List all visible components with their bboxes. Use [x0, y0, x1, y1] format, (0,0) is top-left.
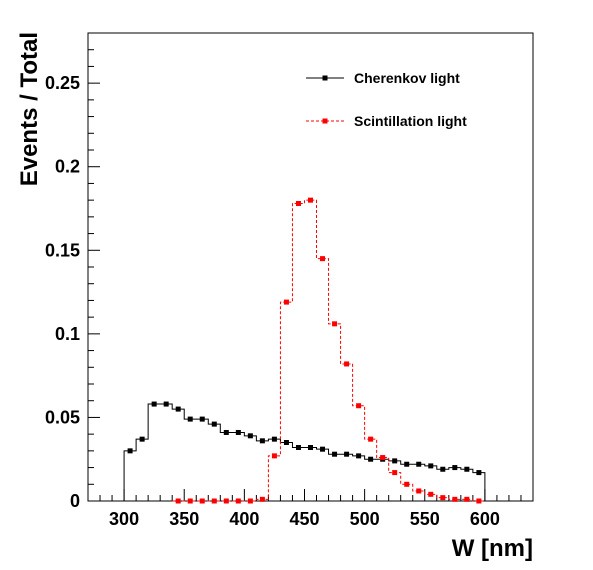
y-tick-label: 0.15	[45, 240, 80, 260]
scintillation-point	[271, 453, 277, 459]
cherenkov-step-line	[123, 403, 486, 501]
scintillation-point	[344, 361, 350, 367]
scintillation-point	[320, 256, 326, 262]
cherenkov-point	[320, 446, 326, 452]
cherenkov-point	[368, 456, 374, 462]
scintillation-point	[308, 197, 313, 203]
scintillation-point	[332, 321, 338, 327]
cherenkov-point	[452, 465, 458, 471]
x-tick-label: 550	[410, 509, 440, 529]
cherenkov-point	[151, 401, 157, 407]
scintillation-point	[392, 470, 398, 476]
axis-ticks-group	[88, 32, 522, 502]
scintillation-point	[356, 403, 362, 409]
scintillation-point	[428, 491, 434, 497]
legend-cherenkov-marker	[322, 75, 328, 81]
scintillation-point	[452, 496, 458, 502]
cherenkov-point	[127, 448, 133, 454]
scintillation-point	[368, 436, 374, 442]
y-axis-title: Events / Total	[16, 32, 43, 186]
x-tick-label: 450	[289, 509, 319, 529]
legend-scintillation-label: Scintillation light	[354, 113, 467, 129]
cherenkov-point	[283, 440, 289, 445]
x-tick-label: 600	[470, 509, 500, 529]
legend-cherenkov-label: Cherenkov light	[354, 70, 460, 86]
tick-labels-group: 300 350 400 450 500 550 600 0 0.05 0.1 0.15 0.2 0.25	[45, 73, 500, 529]
cherenkov-point	[308, 445, 313, 451]
y-tick-label: 0.25	[45, 73, 80, 93]
cherenkov-point	[392, 458, 398, 464]
cherenkov-point	[211, 421, 217, 427]
cherenkov-point	[271, 436, 277, 442]
legend: Cherenkov light Scintillation light	[306, 70, 467, 129]
scintillation-point	[464, 496, 470, 502]
scintillation-point	[380, 455, 386, 461]
y-tick-label: 0.1	[55, 324, 80, 344]
y-tick-label: 0.05	[45, 407, 80, 427]
cherenkov-point	[416, 461, 422, 467]
y-tick-label: 0	[70, 491, 80, 511]
scintillation-point	[476, 498, 482, 504]
cherenkov-point	[199, 416, 205, 422]
cherenkov-point	[464, 466, 470, 472]
cherenkov-point	[163, 401, 169, 407]
cherenkov-point	[440, 466, 446, 472]
cherenkov-point	[295, 445, 301, 451]
scintillation-point	[235, 498, 241, 504]
cherenkov-point	[356, 453, 362, 459]
scintillation-point	[175, 498, 181, 504]
cherenkov-point	[247, 433, 253, 439]
series-group	[123, 197, 486, 504]
scintillation-point	[295, 200, 301, 206]
x-axis-title: W [nm]	[452, 535, 533, 562]
cherenkov-point	[235, 429, 241, 435]
scintillation-point	[211, 498, 217, 504]
legend-scintillation-marker	[322, 118, 328, 124]
cherenkov-point	[187, 416, 193, 422]
x-tick-label: 300	[109, 509, 139, 529]
cherenkov-point	[259, 438, 265, 444]
scintillation-point	[259, 496, 265, 502]
cherenkov-point	[223, 429, 229, 435]
cherenkov-point	[175, 406, 181, 412]
cherenkov-point	[428, 463, 434, 469]
cherenkov-point	[139, 436, 145, 442]
cherenkov-point	[344, 451, 350, 457]
x-tick-label: 350	[169, 509, 199, 529]
scintillation-point	[199, 498, 205, 504]
plot-frame	[87, 32, 534, 502]
scintillation-point	[223, 498, 229, 504]
x-tick-label: 400	[229, 509, 259, 529]
scintillation-point	[416, 488, 422, 494]
scintillation-point	[404, 481, 410, 487]
scintillation-point	[247, 498, 253, 504]
scintillation-point	[187, 498, 193, 504]
plot-frame-group	[87, 32, 534, 502]
cherenkov-point	[476, 470, 482, 476]
scintillation-step-line	[172, 199, 485, 502]
y-tick-label: 0.2	[55, 157, 80, 177]
cherenkov-point	[332, 451, 338, 457]
cherenkov-point	[404, 461, 410, 467]
scintillation-point	[283, 299, 289, 305]
x-tick-label: 500	[350, 509, 380, 529]
scintillation-point	[440, 495, 446, 501]
